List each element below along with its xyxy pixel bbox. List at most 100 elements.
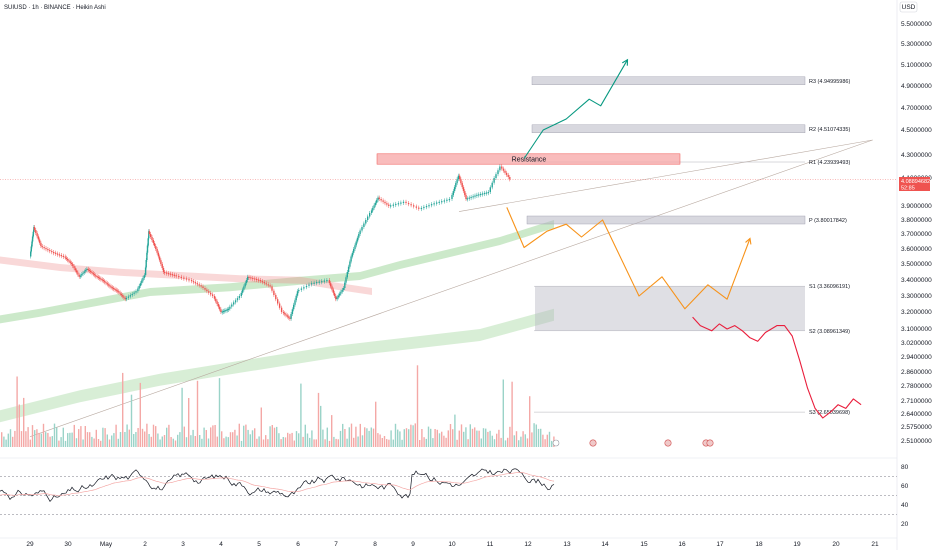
volume-bar	[100, 440, 102, 447]
price-candle	[284, 313, 286, 315]
volume-bar	[368, 430, 370, 447]
volume-bar	[326, 427, 328, 447]
volume-bar	[405, 428, 408, 447]
price-candle	[474, 195, 476, 197]
price-candle	[243, 286, 245, 290]
volume-bar	[364, 427, 366, 447]
volume-bar	[392, 439, 394, 447]
time-tick-label: 19	[793, 541, 801, 548]
volume-bar	[102, 427, 104, 447]
price-candle	[361, 227, 363, 231]
volume-bar	[106, 434, 108, 447]
price-candle	[456, 179, 458, 184]
price-candle	[294, 300, 296, 305]
time-tick-label: 16	[678, 541, 686, 548]
volume-bar	[280, 439, 282, 447]
price-series	[30, 164, 511, 321]
price-candle	[62, 255, 64, 257]
price-candle	[489, 187, 491, 192]
price-candle	[358, 234, 360, 238]
price-candle	[175, 275, 177, 277]
price-candle	[135, 291, 137, 293]
price-candle	[98, 277, 101, 279]
price-candle	[374, 202, 377, 206]
price-candle	[321, 281, 323, 283]
time-tick-label: 21	[871, 541, 879, 548]
us-flag-icon[interactable]	[589, 439, 597, 447]
volume-bar	[394, 423, 397, 447]
volume-bar	[386, 439, 388, 447]
volume-bar	[504, 440, 507, 447]
volume-bar	[513, 435, 515, 447]
price-candle	[73, 266, 75, 269]
event-icons[interactable]	[552, 439, 714, 447]
rsi-tick-label: 40	[901, 502, 909, 509]
arrow-head	[622, 58, 629, 66]
volume-bar	[273, 427, 276, 447]
price-candle	[91, 272, 93, 274]
price-candle	[93, 274, 96, 276]
volume-bar	[427, 426, 430, 447]
price-candle	[36, 233, 38, 237]
price-tick-label: 5.10000000	[901, 62, 932, 69]
us-flag-icon[interactable]	[664, 439, 672, 447]
price-candle	[420, 207, 423, 210]
time-axis[interactable]: 29 30 May 2 3 4 5 6 7 8 9 10 11 12 13 14 15 16 17 18 19 20 21	[0, 537, 897, 548]
price-candle	[345, 277, 347, 283]
price-candle	[298, 289, 300, 292]
volume-bar	[82, 439, 84, 447]
price-candle	[285, 314, 287, 316]
price-candle	[74, 268, 77, 271]
price-candle	[156, 249, 158, 253]
price-candle	[37, 236, 40, 240]
volume-bar	[414, 423, 416, 447]
volume-bar	[456, 439, 458, 447]
price-candle	[178, 276, 180, 278]
price-candle	[261, 281, 264, 283]
volume-bar	[485, 428, 487, 447]
rsi-tick-label: 20	[901, 521, 909, 528]
price-candle	[229, 306, 231, 309]
volume-bar	[113, 433, 115, 447]
price-candle	[376, 200, 378, 203]
price-tick-label: 4.70000000	[901, 105, 932, 112]
rsi-line	[0, 468, 555, 502]
price-candle	[49, 250, 51, 252]
volume-bar	[53, 423, 56, 447]
time-tick-label: 20	[832, 541, 840, 548]
price-candle	[171, 274, 174, 276]
volume-bar	[540, 428, 542, 447]
us-flag-icon[interactable]	[706, 439, 714, 447]
volume-bar	[529, 396, 531, 447]
volume-bar	[201, 438, 203, 447]
volume-bar	[372, 428, 375, 447]
volume-bar	[445, 437, 447, 447]
price-candle	[125, 297, 128, 300]
volume-bar	[236, 435, 238, 447]
price-candle	[318, 281, 320, 283]
volume-bar	[227, 437, 229, 447]
price-candle	[78, 274, 80, 277]
price-axis[interactable]: USD 5.50000000 5.30000000 5.10000000 4.9000…	[896, 0, 932, 550]
price-candle	[144, 267, 147, 276]
ma-ribbons	[0, 220, 554, 423]
price-candle	[365, 220, 367, 224]
price-candle	[280, 307, 283, 312]
price-candle	[47, 249, 49, 251]
volume-bar	[128, 429, 130, 447]
rsi-pane[interactable]: 80 60 40 20	[0, 457, 909, 528]
price-candle	[476, 194, 478, 196]
price-candle	[110, 286, 112, 288]
volume-bar	[361, 435, 364, 447]
volume-bar	[502, 379, 504, 447]
price-candle	[271, 286, 273, 291]
volume-bar	[487, 431, 489, 447]
volume-bar	[432, 438, 434, 447]
volume-bar	[430, 428, 432, 447]
price-candle	[139, 283, 142, 286]
lightning-icon[interactable]	[552, 439, 560, 447]
price-candle	[64, 256, 66, 258]
volume-bar	[515, 431, 518, 447]
volume-bar	[278, 433, 280, 447]
